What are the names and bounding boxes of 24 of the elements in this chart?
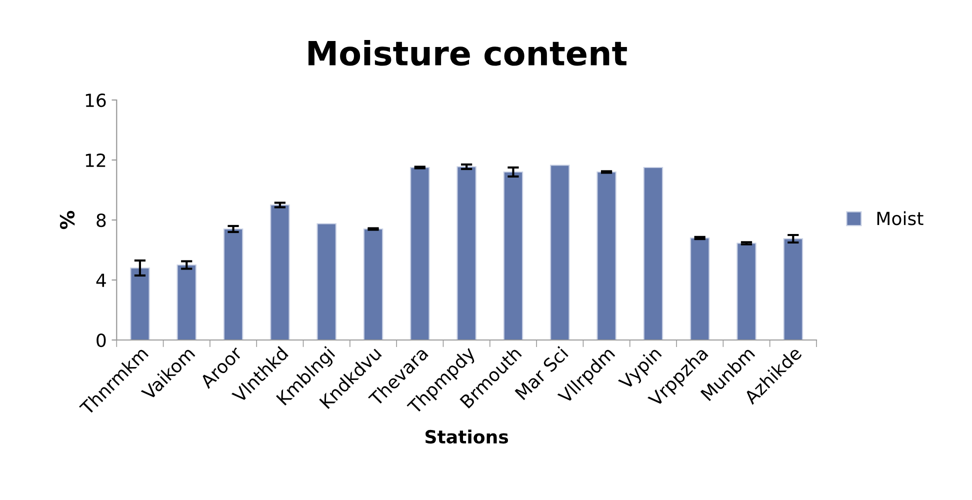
y-axis-title: % [60,210,75,230]
y-tick-label: 4 [96,274,106,287]
y-tick-label: 16 [86,93,106,108]
bar [270,204,290,340]
bar [503,171,524,340]
bar [223,228,244,340]
x-axis-title: Stations [426,430,508,444]
bar [736,242,756,340]
bar [410,166,430,340]
bar [643,166,664,340]
chart-title: Moisture content [308,40,627,66]
bar [130,267,150,340]
bar [363,228,384,340]
bar [690,237,710,340]
y-tick-label: 0 [96,333,106,348]
bar [550,164,570,340]
bar [783,238,804,340]
bar [456,166,476,340]
y-tick-label: 12 [86,153,106,167]
bar [316,223,336,340]
legend-label: Moist [877,211,924,226]
y-tick-label: 8 [96,213,106,228]
bar [176,264,197,340]
bar [596,171,616,340]
